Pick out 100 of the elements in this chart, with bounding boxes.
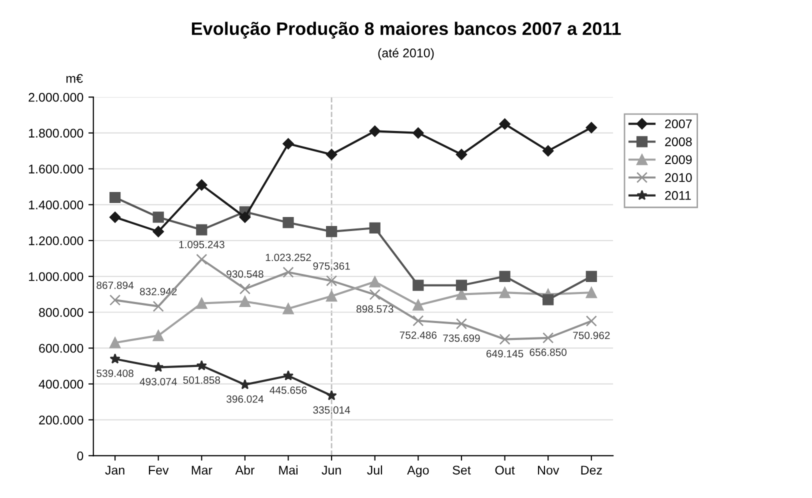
- y-tick-label: 1.600.000: [29, 164, 84, 174]
- point: [326, 226, 338, 238]
- point: [196, 224, 208, 236]
- point: [239, 296, 251, 308]
- chart-title: Evolução Produção 8 maiores bancos 2007 a 2011: [192, 22, 621, 39]
- point: [326, 148, 338, 160]
- data-label: 501.858: [183, 376, 220, 384]
- data-label: 335.014: [313, 406, 350, 414]
- point: [326, 290, 338, 302]
- data-label: 832.942: [140, 288, 177, 296]
- point: [282, 266, 294, 278]
- data-label: 396.024: [226, 395, 264, 403]
- point: [239, 283, 251, 294]
- x-tick-label: Fev: [148, 466, 169, 475]
- y-tick-label: 1.800.000: [29, 128, 84, 138]
- point: [196, 298, 208, 309]
- point: [109, 212, 121, 223]
- x-tick-label: Dez: [581, 466, 602, 475]
- point: [152, 330, 164, 342]
- point: [282, 138, 294, 150]
- point: [240, 379, 250, 390]
- data-label: 1.023.252: [266, 254, 311, 262]
- y-tick-label: 1.000.000: [29, 272, 84, 282]
- point: [369, 126, 380, 137]
- x-tick-label: Jul: [367, 465, 382, 475]
- chart-subtitle: (até 2010): [378, 48, 434, 60]
- y-tick-label: 0: [77, 451, 84, 460]
- legend-label: 2010: [665, 173, 692, 182]
- y-tick-label: 400.000: [38, 380, 84, 389]
- point: [412, 280, 424, 291]
- point: [456, 318, 468, 330]
- point: [586, 315, 597, 327]
- x-tick-label: Mar: [192, 466, 212, 475]
- y-tick-label: 2.000.000: [28, 92, 84, 102]
- data-label: 445.656: [270, 386, 307, 394]
- y-tick-label: 1.200.000: [29, 236, 84, 246]
- y-tick-label: 200.000: [39, 416, 84, 424]
- point: [196, 360, 207, 370]
- point: [326, 390, 337, 400]
- point: [456, 148, 468, 160]
- data-label: 656.850: [530, 348, 567, 356]
- point: [369, 276, 380, 288]
- data-label: 649.145: [486, 350, 524, 358]
- point: [153, 362, 164, 372]
- point: [239, 212, 251, 223]
- x-tick-label: Set: [452, 466, 471, 475]
- x-tick-label: Abr: [235, 465, 254, 475]
- point: [499, 334, 510, 345]
- point: [586, 286, 597, 298]
- data-label: 539.408: [96, 370, 134, 378]
- x-tick-label: Ago: [407, 466, 429, 478]
- point: [282, 217, 294, 228]
- point: [586, 122, 598, 134]
- x-tick-label: Nov: [538, 466, 560, 475]
- point: [196, 254, 208, 265]
- point: [109, 192, 121, 204]
- legend-label: 2009: [665, 155, 692, 164]
- point: [412, 300, 424, 311]
- point: [542, 294, 554, 306]
- data-label: 898.573: [356, 305, 394, 313]
- point: [369, 289, 380, 300]
- point: [152, 212, 164, 223]
- point: [109, 337, 121, 348]
- y-tick-label: 800.000: [39, 308, 84, 317]
- x-tick-label: Jun: [322, 466, 341, 475]
- data-label: 750.962: [573, 332, 610, 340]
- data-label: 752.486: [400, 331, 437, 339]
- y-tick-label: 600.000: [39, 344, 84, 353]
- point: [109, 294, 121, 306]
- point: [412, 315, 424, 326]
- data-label: 867.894: [96, 282, 134, 289]
- point: [110, 353, 120, 364]
- x-tick-label: Mai: [279, 465, 298, 475]
- point: [542, 145, 554, 156]
- point: [586, 270, 597, 282]
- data-label: 735.699: [443, 334, 480, 342]
- x-tick-label: Jan: [105, 466, 124, 475]
- data-label: 930.548: [226, 270, 264, 278]
- point: [152, 226, 164, 238]
- point: [152, 300, 164, 312]
- x-tick-label: Out: [495, 466, 515, 475]
- point: [412, 127, 424, 139]
- point: [326, 275, 338, 286]
- point: [499, 286, 510, 298]
- y-axis-title: m€: [66, 74, 83, 83]
- point: [196, 179, 208, 191]
- point: [499, 270, 510, 282]
- data-label: 975.361: [313, 262, 350, 270]
- point: [542, 332, 554, 344]
- point: [369, 222, 380, 234]
- data-label: 493.074: [140, 378, 177, 386]
- legend-label: 2007: [665, 119, 692, 128]
- point: [282, 370, 294, 380]
- y-tick-label: 1.400.000: [29, 200, 84, 210]
- point: [499, 118, 510, 130]
- point: [282, 303, 294, 314]
- legend-label: 2008: [665, 137, 692, 146]
- point: [456, 280, 468, 291]
- legend-label: 2011: [665, 191, 691, 200]
- data-label: 1.095.243: [179, 240, 224, 248]
